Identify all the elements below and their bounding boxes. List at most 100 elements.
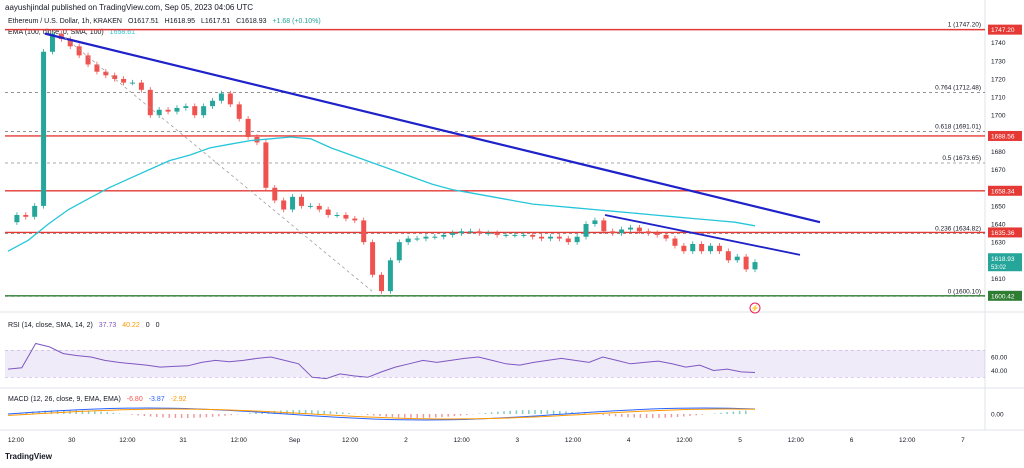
candle-body <box>405 238 411 243</box>
candle-body <box>654 233 660 235</box>
candle-body <box>201 106 207 116</box>
x-tick-label: 12:00 <box>788 437 805 444</box>
candle-body <box>592 220 598 225</box>
x-tick-label: 12:00 <box>565 437 582 444</box>
candle-body <box>503 234 509 236</box>
macd-v3: -2.92 <box>170 396 187 403</box>
y-tick-label: 1730 <box>991 58 1006 65</box>
macd-legend: MACD (12, 26, close, 9, EMA, EMA) -6.80 … <box>8 396 191 403</box>
y-tick-label: 1710 <box>991 95 1006 102</box>
macd-v1: -6.80 <box>126 396 143 403</box>
x-tick-label: 3 <box>515 437 519 444</box>
candle-body <box>441 234 447 237</box>
candle-body <box>539 236 545 239</box>
macd-v2: -3.87 <box>148 396 165 403</box>
candle-body <box>94 64 100 72</box>
candle-body <box>414 238 420 240</box>
candle-body <box>130 82 135 84</box>
trend-line-minor <box>604 214 801 256</box>
candle-body <box>121 78 127 83</box>
candle-body <box>370 242 376 275</box>
candle-body <box>236 104 242 119</box>
candle-body <box>218 93 224 101</box>
candle-body <box>485 233 491 235</box>
y-tick-label: 1610 <box>991 276 1006 283</box>
candle-body <box>743 256 749 270</box>
x-tick-label: 4 <box>627 437 631 444</box>
y-tick-label: 1630 <box>991 240 1006 247</box>
open-value: O1617.51 <box>127 18 159 25</box>
x-tick-label: 5 <box>738 437 742 444</box>
price-tag-bg <box>988 290 1022 301</box>
candle-body <box>58 33 64 40</box>
x-tick-label: 12:00 <box>119 437 136 444</box>
rsi-v1: 37.73 <box>98 322 117 329</box>
y-tick-label: 1720 <box>991 76 1006 83</box>
fib-label: 1 (1747.20) <box>948 22 981 29</box>
candle-body <box>619 229 625 234</box>
candle-body <box>156 109 162 116</box>
y-tick-label: 1670 <box>991 167 1006 174</box>
candle-body <box>210 100 216 107</box>
change-value: +1.68 (+0.10%) <box>272 18 321 25</box>
price-tag-bg <box>988 130 1022 141</box>
candle-body <box>574 236 580 243</box>
candle-body <box>343 214 349 219</box>
rsi-v2: 40.22 <box>122 322 140 329</box>
low-value: L1617.51 <box>200 18 231 25</box>
candle-body <box>432 236 438 238</box>
x-tick-label: 6 <box>850 437 854 444</box>
candle-body <box>459 231 465 234</box>
rsi-line <box>7 342 756 380</box>
price-legend: Ethereum / U.S. Dollar, 1h, KRAKEN O1617… <box>8 18 325 25</box>
candle-body <box>76 46 82 56</box>
candle-body <box>716 245 722 252</box>
candle-body <box>41 51 47 206</box>
price-tag-label: 1635.36 <box>991 230 1015 237</box>
fib-label: 0.236 (1634.82) <box>935 225 981 232</box>
candle-body <box>690 243 696 252</box>
candle-body <box>183 106 189 108</box>
price-tag-label: 1688.56 <box>991 133 1015 140</box>
candle-body <box>379 274 384 292</box>
candle-body <box>263 142 269 188</box>
x-tick-label: 2 <box>404 437 408 444</box>
current-price-tag <box>988 253 1022 272</box>
trend-line-major <box>44 32 821 224</box>
x-tick-label: 12:00 <box>342 437 359 444</box>
tradingview-logo: TradingView <box>5 452 52 461</box>
publish-header: aayushjindal published on TradingView.co… <box>5 3 254 12</box>
candle-body <box>361 220 367 243</box>
candle-body <box>645 231 651 234</box>
candle-body <box>85 55 91 65</box>
candle-body <box>334 214 340 216</box>
y-tick-label: 1650 <box>991 203 1006 210</box>
y-tick-label: 1680 <box>991 149 1006 156</box>
candle-body <box>298 196 304 206</box>
candle-body <box>174 107 180 112</box>
ema-value: 1658.61 <box>109 29 135 36</box>
ema-legend: EMA (100, close, 0, SMA, 100) 1658.61 <box>8 29 139 36</box>
x-tick-label: 12:00 <box>8 437 25 444</box>
candle-body <box>245 118 251 137</box>
candle-body <box>112 75 118 79</box>
candle-body <box>628 227 633 230</box>
candle-body <box>556 236 562 239</box>
x-tick-label: 30 <box>68 437 76 444</box>
x-tick-label: 7 <box>961 437 965 444</box>
candle-body <box>672 238 678 246</box>
candle-body <box>272 187 278 201</box>
candle-body <box>32 205 38 217</box>
rsi-v4: 0 <box>155 322 160 329</box>
ema-line <box>7 136 756 252</box>
rsi-v3: 0 <box>145 322 150 329</box>
candle-body <box>14 214 20 223</box>
candle-body <box>734 256 740 261</box>
candle-body <box>663 234 669 239</box>
ema-label: EMA (100, close, 0, SMA, 100) <box>8 29 104 36</box>
candle-body <box>708 245 714 252</box>
candle-body <box>583 224 589 237</box>
candle-body <box>512 234 518 236</box>
lightning-icon: ⚡ <box>751 304 760 313</box>
rsi-legend: RSI (14, close, SMA, 14, 2) 37.73 40.22 … <box>8 322 164 329</box>
